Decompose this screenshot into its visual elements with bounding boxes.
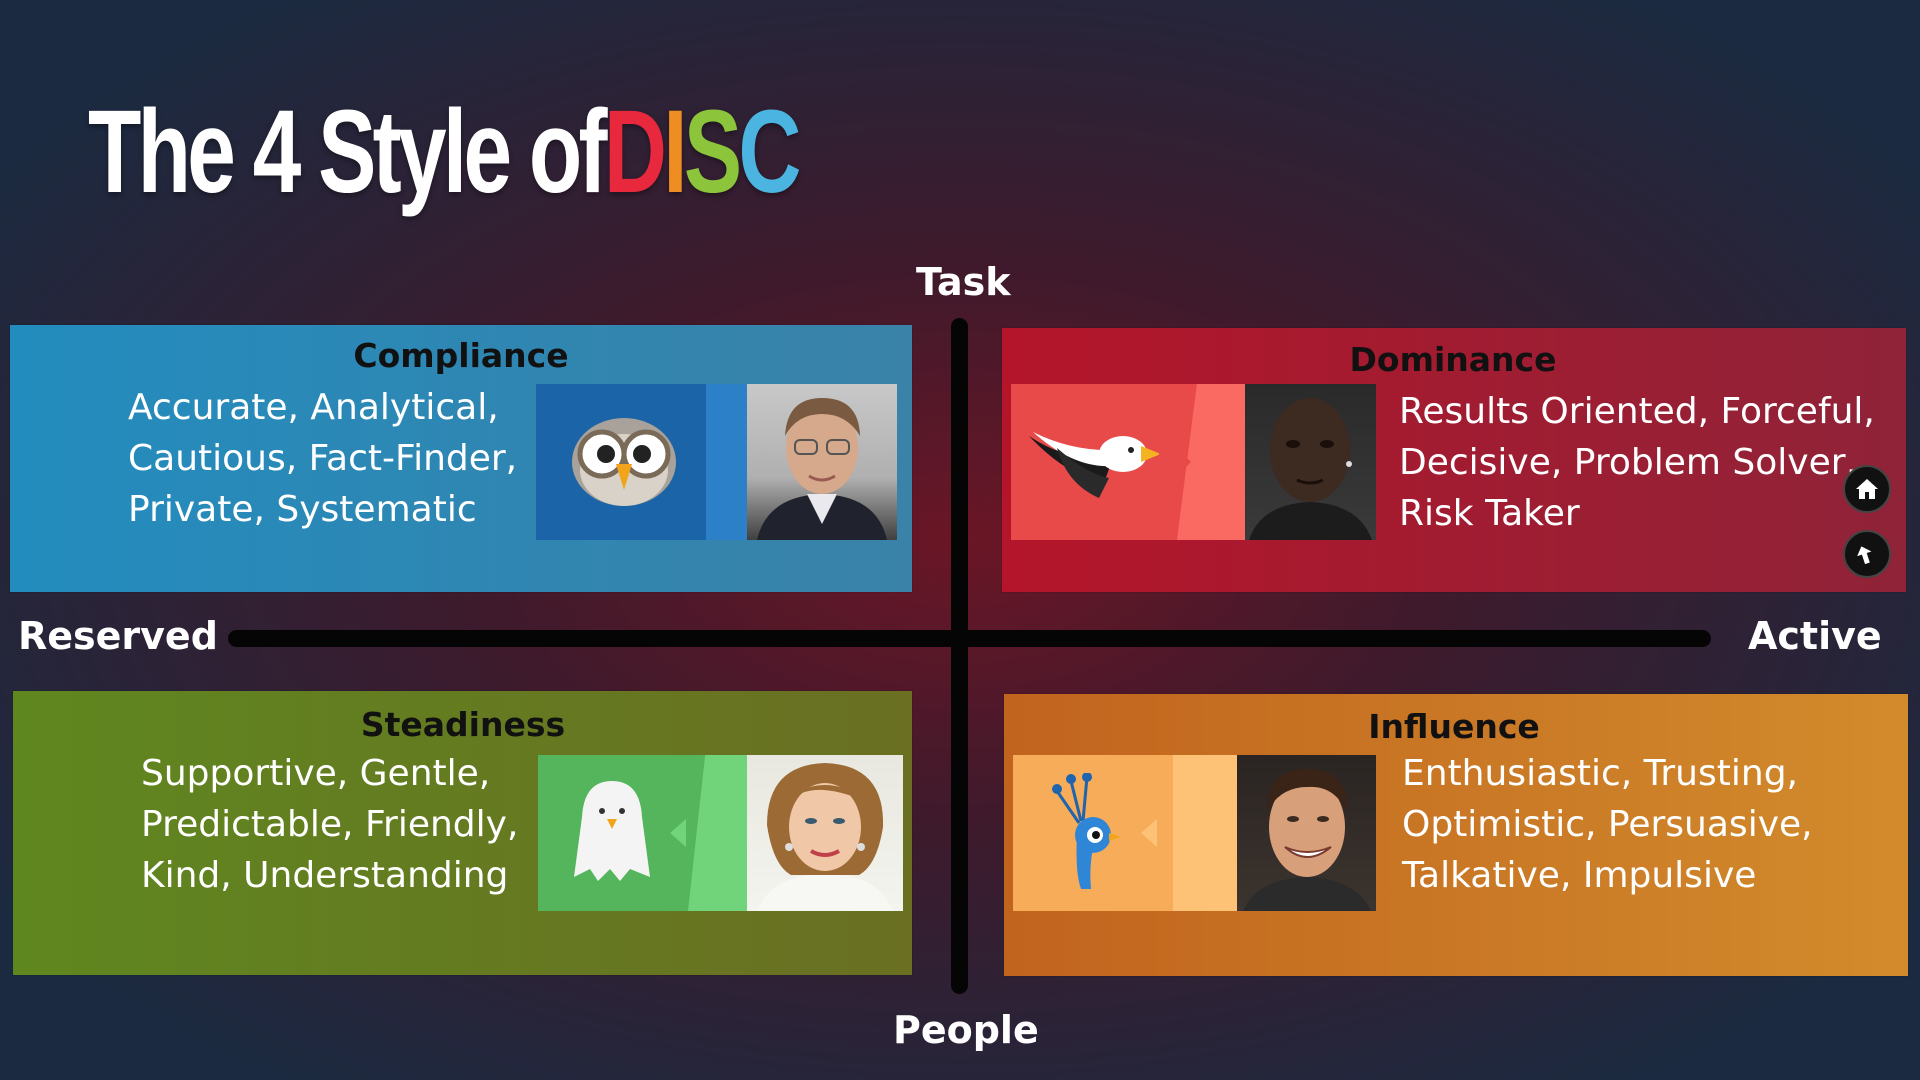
- portrait-photo-influence: [1237, 755, 1376, 911]
- image-panel-compliance: [536, 384, 897, 540]
- quadrant-text-dominance: Results Oriented, Forceful, Decisive, Pr…: [1399, 386, 1875, 539]
- trait-line: Accurate, Analytical,: [128, 387, 499, 428]
- portrait-photo-steadiness: [747, 755, 903, 911]
- title-letter-s: S: [683, 86, 742, 218]
- trait-line: Kind, Understanding: [141, 855, 509, 896]
- axis-vertical: [951, 318, 968, 994]
- quadrant-title-compliance: Compliance: [353, 336, 569, 375]
- axis-label-people: People: [893, 1008, 1039, 1052]
- trait-line: Cautious, Fact-Finder,: [128, 438, 518, 479]
- image-panel-influence: [1013, 755, 1376, 911]
- trait-line: Results Oriented, Forceful,: [1399, 391, 1875, 432]
- trait-line: Enthusiastic, Trusting,: [1402, 753, 1798, 794]
- trait-line: Private, Systematic: [128, 489, 477, 530]
- axis-label-task: Task: [916, 260, 1011, 304]
- eagle-icon: [1029, 432, 1159, 498]
- portrait-photo-compliance: [747, 384, 897, 540]
- title-prefix: The 4 Style of: [88, 86, 608, 218]
- peacock-icon: [1052, 773, 1121, 889]
- quadrant-text-influence: Enthusiastic, Trusting, Optimistic, Pers…: [1402, 748, 1813, 901]
- image-panel-steadiness: [538, 755, 903, 911]
- quadrant-title-influence: Influence: [1368, 707, 1540, 746]
- quadrant-text-steadiness: Supportive, Gentle, Predictable, Friendl…: [141, 748, 518, 901]
- quadrant-title-dominance: Dominance: [1349, 340, 1557, 379]
- title-letter-d: D: [603, 86, 667, 218]
- trait-line: Supportive, Gentle,: [141, 753, 491, 794]
- axis-label-active: Active: [1748, 614, 1882, 658]
- dove-icon: [574, 781, 650, 881]
- axis-horizontal: [228, 630, 1711, 647]
- home-icon: [1856, 479, 1878, 499]
- portrait-photo-dominance: [1245, 384, 1376, 540]
- trait-line: Optimistic, Persuasive,: [1402, 804, 1813, 845]
- home-button[interactable]: [1843, 465, 1891, 513]
- axis-label-reserved: Reserved: [18, 614, 218, 658]
- title-letter-c: C: [738, 86, 801, 218]
- back-arrow-icon: [1857, 546, 1872, 565]
- quadrant-title-steadiness: Steadiness: [360, 705, 566, 744]
- page-title: The 4 Style of DISC: [88, 82, 801, 222]
- trait-line: Risk Taker: [1399, 493, 1580, 534]
- back-button[interactable]: [1843, 530, 1891, 578]
- title-letter-i: I: [663, 86, 687, 218]
- quadrant-text-compliance: Accurate, Analytical, Cautious, Fact-Fin…: [128, 382, 517, 535]
- trait-line: Decisive, Problem Solver,: [1399, 442, 1857, 483]
- image-panel-dominance: [1011, 384, 1376, 540]
- owl-icon: [572, 418, 676, 506]
- trait-line: Talkative, Impulsive: [1402, 855, 1757, 896]
- trait-line: Predictable, Friendly,: [141, 804, 519, 845]
